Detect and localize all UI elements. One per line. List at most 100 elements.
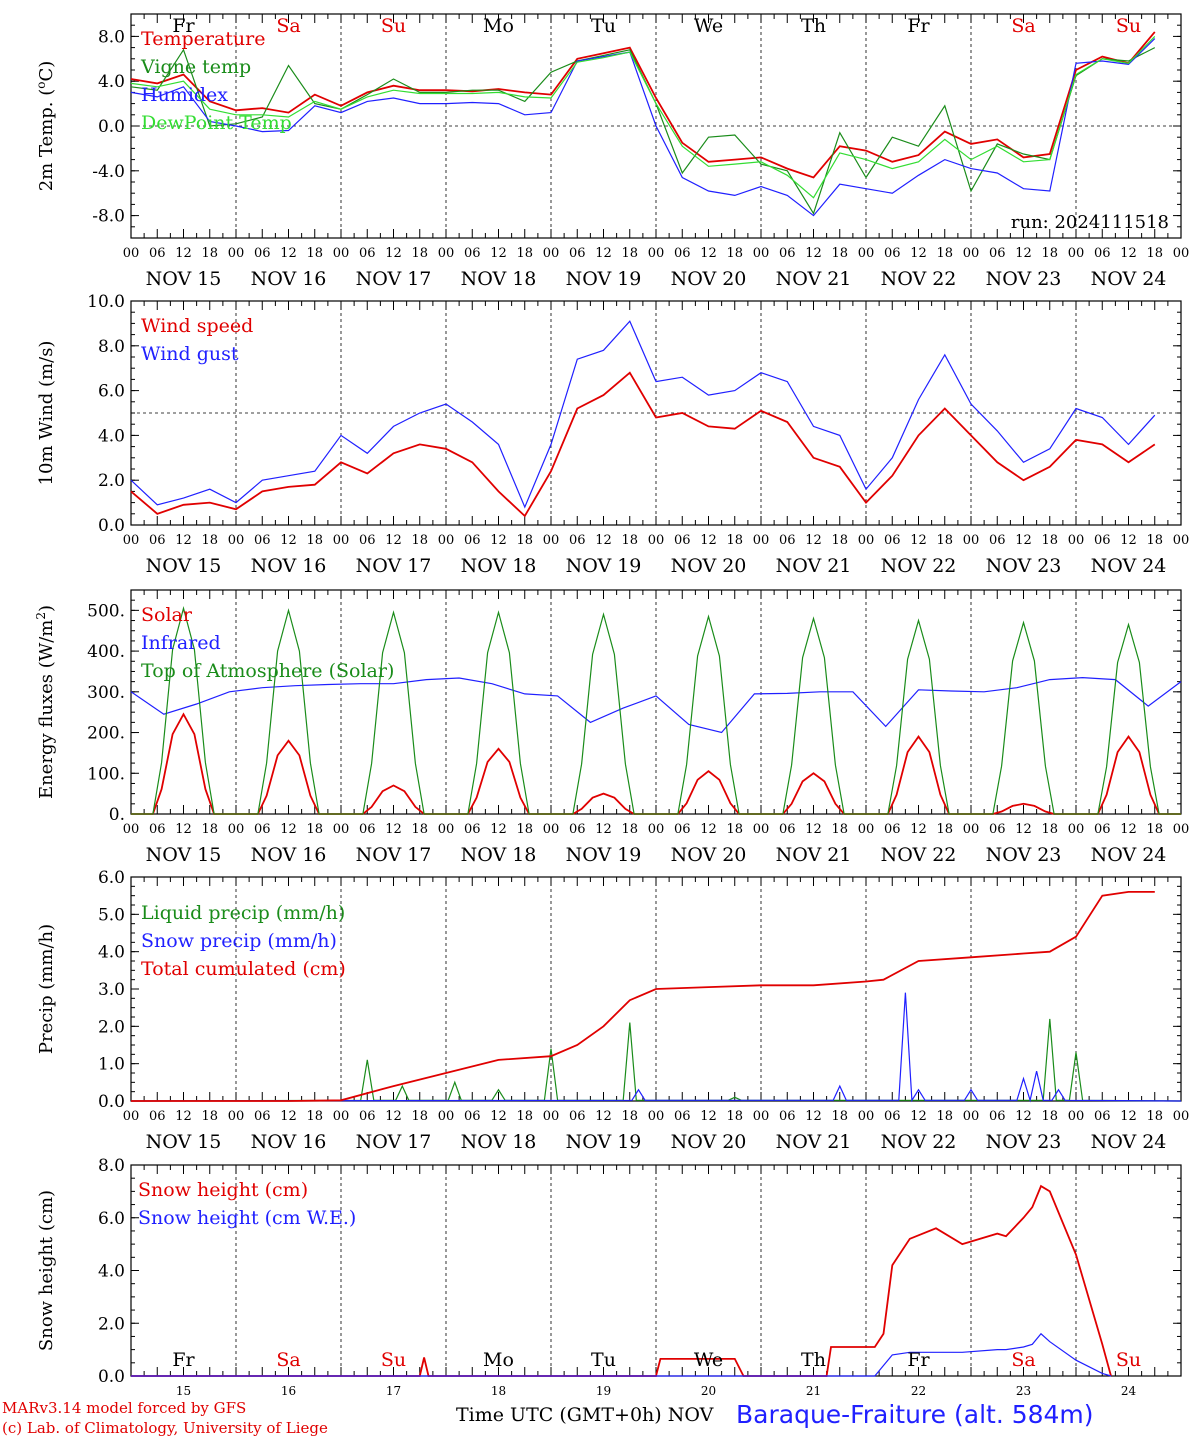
hour-tick-label: 18 (621, 822, 638, 837)
date-label: NOV 20 (671, 1131, 747, 1153)
date-label: NOV 21 (776, 1131, 852, 1153)
series-line-red (130, 371, 1156, 518)
hour-tick-label: 18 (936, 822, 953, 837)
hour-tick-label: 06 (464, 246, 481, 261)
hour-tick-label: 00 (648, 1109, 665, 1124)
y-tick-label: 4.0 (98, 426, 125, 446)
hour-tick-label: 18 (1146, 533, 1163, 548)
series-line-green (130, 1018, 1182, 1102)
hour-tick-label: 18 (201, 246, 218, 261)
hour-tick-label: 06 (1094, 533, 1111, 548)
run-label: run: 2024111518 (1011, 212, 1169, 233)
y-tick-label: 1.0 (98, 1055, 125, 1075)
date-label: NOV 23 (986, 268, 1062, 290)
legend-entry: Snow height (cm) (138, 1179, 308, 1201)
meteogram-chart: 2m Temp. (oC) -8.0 -4.0 0.0 4.0 8.0 00 06 12 18 NO… (34, 13, 1190, 1398)
legend-entry: Snow height (cm W.E.) (138, 1207, 356, 1229)
hour-tick-label: 18 (1041, 1109, 1058, 1124)
day-abbr: Th (801, 1349, 826, 1371)
hour-tick-label: 00 (753, 533, 770, 548)
hour-tick-label: 18 (411, 822, 428, 837)
day-number: 22 (911, 1384, 926, 1398)
hour-tick-label: 12 (1120, 1109, 1137, 1124)
hour-tick-label: 12 (595, 533, 612, 548)
hour-tick-label: 00 (543, 533, 560, 548)
date-label: NOV 21 (776, 268, 852, 290)
day-abbr: Th (801, 15, 826, 37)
hour-tick-label: 12 (595, 246, 612, 261)
hour-tick-label: 06 (569, 246, 586, 261)
date-label: NOV 16 (251, 268, 327, 290)
series-line-red (131, 891, 1155, 1102)
hour-tick-label: 00 (1068, 1109, 1085, 1124)
panel-1: 2m Temp. (oC) (34, 13, 1182, 239)
hour-tick-label: 06 (779, 246, 796, 261)
series-line-blue (130, 320, 1156, 509)
y-axis-label-main: Snow height (cm) (36, 1190, 57, 1351)
hour-tick-label: 00 (1173, 246, 1190, 261)
station-name: Baraque-Fraiture (alt. 584m) (736, 1400, 1094, 1429)
legend-entry: Solar (141, 604, 193, 626)
date-label: NOV 18 (461, 555, 537, 577)
hour-tick-label: 00 (228, 246, 245, 261)
date-label: NOV 20 (671, 268, 747, 290)
hour-tick-label: 12 (1120, 246, 1137, 261)
date-label: NOV 24 (1091, 555, 1167, 577)
hour-tick-label: 12 (385, 246, 402, 261)
hour-tick-label: 00 (123, 533, 140, 548)
hour-tick-label: 18 (306, 533, 323, 548)
hour-tick-label: 12 (1015, 1109, 1032, 1124)
y-tick-label: 200. (87, 724, 125, 744)
legend-entry: Humidex (141, 84, 228, 106)
date-label: NOV 21 (776, 844, 852, 866)
hour-tick-label: 18 (621, 1109, 638, 1124)
y-axis-label: Energy fluxes (W/m2) (34, 605, 57, 799)
hour-tick-label: 12 (1120, 533, 1137, 548)
y-tick-label: 0.0 (98, 1367, 125, 1387)
hour-tick-label: 06 (884, 1109, 901, 1124)
y-axis-label-main: Precip (mm/h) (36, 924, 57, 1054)
hour-tick-label: 06 (989, 822, 1006, 837)
date-label: NOV 22 (881, 1131, 957, 1153)
hour-tick-label: 12 (175, 246, 192, 261)
day-abbr: Fr (172, 1349, 195, 1371)
hour-tick-label: 18 (411, 246, 428, 261)
hour-tick-label: 18 (1146, 246, 1163, 261)
hour-tick-label: 06 (359, 533, 376, 548)
hour-tick-label: 12 (385, 822, 402, 837)
day-number: 17 (386, 1384, 401, 1398)
hour-tick-label: 18 (201, 1109, 218, 1124)
hour-tick-label: 00 (438, 822, 455, 837)
legend-entry: Snow precip (mm/h) (141, 930, 337, 952)
day-number: 19 (596, 1384, 611, 1398)
y-tick-label: 100. (87, 764, 125, 784)
hour-tick-label: 00 (1173, 822, 1190, 837)
hour-tick-label: 06 (1094, 822, 1111, 837)
hour-tick-label: 00 (648, 822, 665, 837)
hour-tick-label: 06 (989, 533, 1006, 548)
hour-tick-label: 06 (149, 1109, 166, 1124)
hour-tick-label: 00 (228, 533, 245, 548)
y-tick-label: 6.0 (98, 382, 125, 402)
hour-tick-label: 12 (700, 533, 717, 548)
y-axis-label-sup: 2 (34, 612, 48, 620)
hour-tick-label: 00 (123, 822, 140, 837)
day-number: 18 (491, 1384, 506, 1398)
hour-tick-label: 00 (1173, 533, 1190, 548)
date-label: NOV 17 (356, 1131, 432, 1153)
hour-tick-label: 18 (936, 533, 953, 548)
hour-tick-label: 06 (674, 1109, 691, 1124)
date-label: NOV 23 (986, 555, 1062, 577)
day-abbr: Tu (591, 1349, 616, 1371)
date-label: NOV 24 (1091, 844, 1167, 866)
hour-tick-label: 06 (254, 246, 271, 261)
hour-tick-label: 00 (963, 246, 980, 261)
hour-tick-label: 00 (963, 533, 980, 548)
hour-tick-label: 12 (805, 246, 822, 261)
legend-entry: DewPoint Temp (141, 112, 292, 134)
series-line-green (131, 605, 1181, 815)
day-abbr: Tu (591, 15, 616, 37)
hour-tick-label: 12 (910, 246, 927, 261)
legend-entry: Liquid precip (mm/h) (141, 902, 345, 924)
hour-tick-label: 06 (464, 533, 481, 548)
